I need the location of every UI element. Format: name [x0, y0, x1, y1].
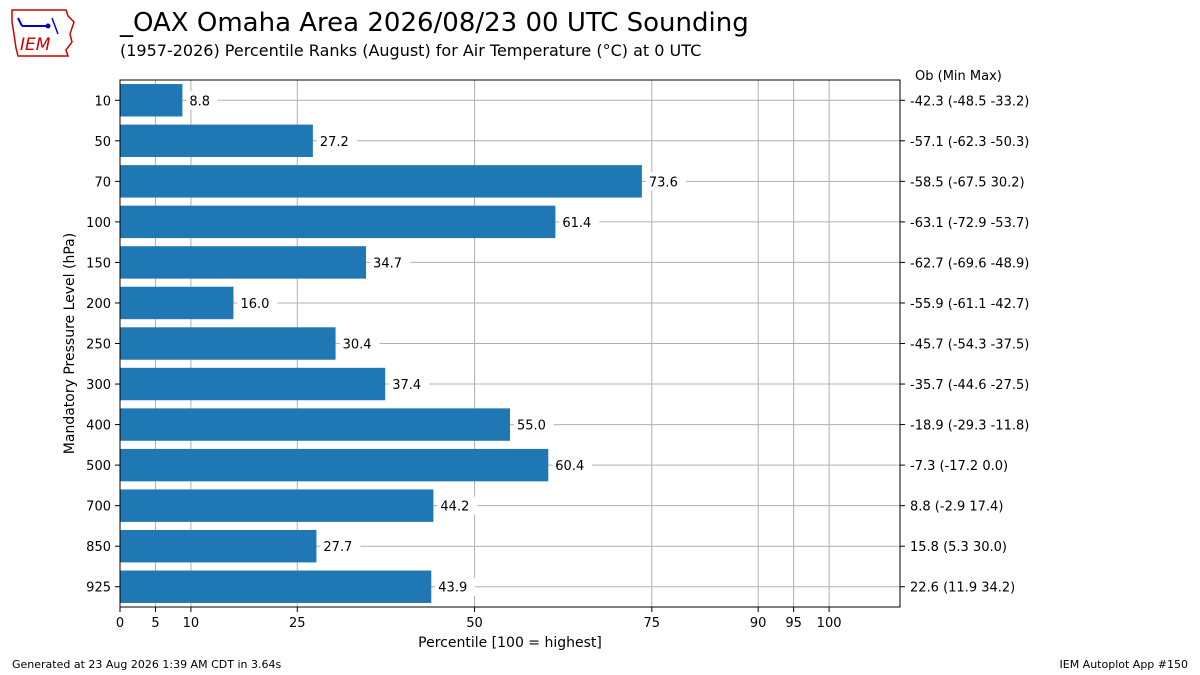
iowa-outline [11, 9, 75, 57]
y-tick-label: 70 [94, 175, 111, 190]
bar-250 [120, 327, 336, 360]
wind-barb-flag [17, 17, 23, 27]
y-tick-label: 500 [86, 459, 111, 474]
value-label-bg [320, 537, 361, 556]
value-label: 44.2 [440, 500, 469, 515]
y-tick-label: 300 [86, 378, 111, 393]
right-tick-label: -45.7 (-54.3 -37.5) [910, 338, 1029, 353]
value-label-bg [389, 375, 430, 394]
bar-50 [120, 124, 313, 158]
bar-500 [120, 448, 549, 482]
bar-100 [120, 205, 556, 239]
x-tick-label: 25 [289, 616, 306, 631]
right-tick-label: 15.8 (5.3 30.0) [910, 540, 1007, 555]
value-label: 8.8 [189, 94, 210, 109]
generated-footer: Generated at 23 Aug 2026 1:39 AM CDT in … [12, 658, 282, 671]
value-label: 55.0 [517, 419, 546, 434]
value-label: 37.4 [392, 378, 421, 393]
bar-850 [120, 529, 317, 563]
value-label-bg [514, 415, 554, 434]
value-label: 34.7 [373, 256, 402, 271]
axis-layer: 0 5 10 25 50 75 90 95 100 10 -42.3 (-48.5 -33.2) 50… [86, 94, 1029, 631]
bar-925 [120, 570, 432, 603]
y-tick-label: 10 [94, 94, 111, 109]
value-label: 73.6 [649, 175, 678, 190]
iem-iowa-logo-icon: IEM [11, 9, 75, 57]
y-tick-label: 925 [86, 581, 111, 596]
right-tick-label: -55.9 (-61.1 -42.7) [910, 297, 1029, 312]
x-tick-label: 10 [183, 616, 200, 631]
right-tick-label: -42.3 (-48.5 -33.2) [910, 94, 1029, 109]
value-label-bg [339, 334, 380, 353]
value-label-bg [552, 456, 593, 475]
y-tick-label: 150 [86, 256, 111, 271]
x-tick-label: 90 [750, 616, 767, 631]
y-axis-label: Mandatory Pressure Level (hPa) [62, 233, 78, 454]
value-label: 27.7 [323, 540, 352, 555]
right-tick-label: -18.9 (-29.3 -11.8) [910, 419, 1029, 434]
right-tick-label: 22.6 (11.9 34.2) [910, 581, 1015, 596]
y-tick-label: 700 [86, 500, 111, 515]
wind-barb-2 [51, 17, 59, 35]
value-label: 43.9 [438, 581, 467, 596]
value-label: 16.0 [240, 297, 269, 312]
bar-70 [120, 165, 642, 198]
right-tick-label: -63.1 (-72.9 -53.7) [910, 216, 1029, 231]
value-label: 27.2 [320, 135, 349, 150]
bar-400 [120, 408, 510, 441]
app-footer: IEM Autoplot App #150 [1059, 658, 1189, 671]
y-tick-label: 400 [86, 419, 111, 434]
value-label: 30.4 [343, 338, 372, 353]
chart-subtitle: (1957-2026) Percentile Ranks (August) fo… [120, 41, 702, 60]
y-tick-label: 50 [94, 135, 111, 150]
label-layer: 8.8 27.2 73.6 61.4 34.7 16.0 30.4 37.4 55.0 60.4 4… [186, 91, 686, 596]
value-label-bg [435, 577, 476, 596]
bar-200 [120, 286, 234, 320]
station-dot [45, 23, 51, 29]
right-tick-label: -62.7 (-69.6 -48.9) [910, 256, 1029, 271]
value-label-bg [237, 293, 278, 312]
value-label-bg [437, 496, 478, 515]
value-label: 61.4 [562, 216, 591, 231]
bar-300 [120, 367, 386, 401]
bar-10 [120, 84, 183, 117]
x-tick-label: 75 [644, 616, 661, 631]
value-label-bg [559, 212, 600, 231]
bar-700 [120, 489, 434, 522]
right-tick-label: -58.5 (-67.5 30.2) [910, 175, 1025, 190]
bar-layer [120, 84, 642, 603]
chart-title: _OAX Omaha Area 2026/08/23 00 UTC Soundi… [120, 8, 749, 38]
value-label-bg [186, 91, 218, 110]
value-label: 60.4 [555, 459, 584, 474]
value-label-bg [370, 253, 411, 272]
x-tick-label: 100 [817, 616, 842, 631]
right-tick-label: -7.3 (-17.2 0.0) [910, 459, 1008, 474]
y-tick-label: 850 [86, 540, 111, 555]
iem-logo: IEM [8, 4, 78, 60]
x-tick-label: 0 [116, 616, 124, 631]
y-tick-label: 250 [86, 338, 111, 353]
right-column-header: Ob (Min Max) [915, 69, 1002, 84]
value-label-bg [316, 131, 357, 150]
right-tick-label: 8.8 (-2.9 17.4) [910, 500, 1003, 515]
x-axis-label: Percentile [100 = highest] [418, 635, 602, 651]
logo-text: IEM [20, 35, 51, 55]
y-tick-label: 100 [86, 216, 111, 231]
right-tick-label: -35.7 (-44.6 -27.5) [910, 378, 1029, 393]
x-tick-label: 50 [466, 616, 483, 631]
value-label-bg [645, 172, 686, 191]
x-tick-label: 95 [785, 616, 802, 631]
y-tick-label: 200 [86, 297, 111, 312]
bar-150 [120, 246, 367, 279]
right-tick-label: -57.1 (-62.3 -50.3) [910, 135, 1029, 150]
x-tick-label: 5 [151, 616, 159, 631]
